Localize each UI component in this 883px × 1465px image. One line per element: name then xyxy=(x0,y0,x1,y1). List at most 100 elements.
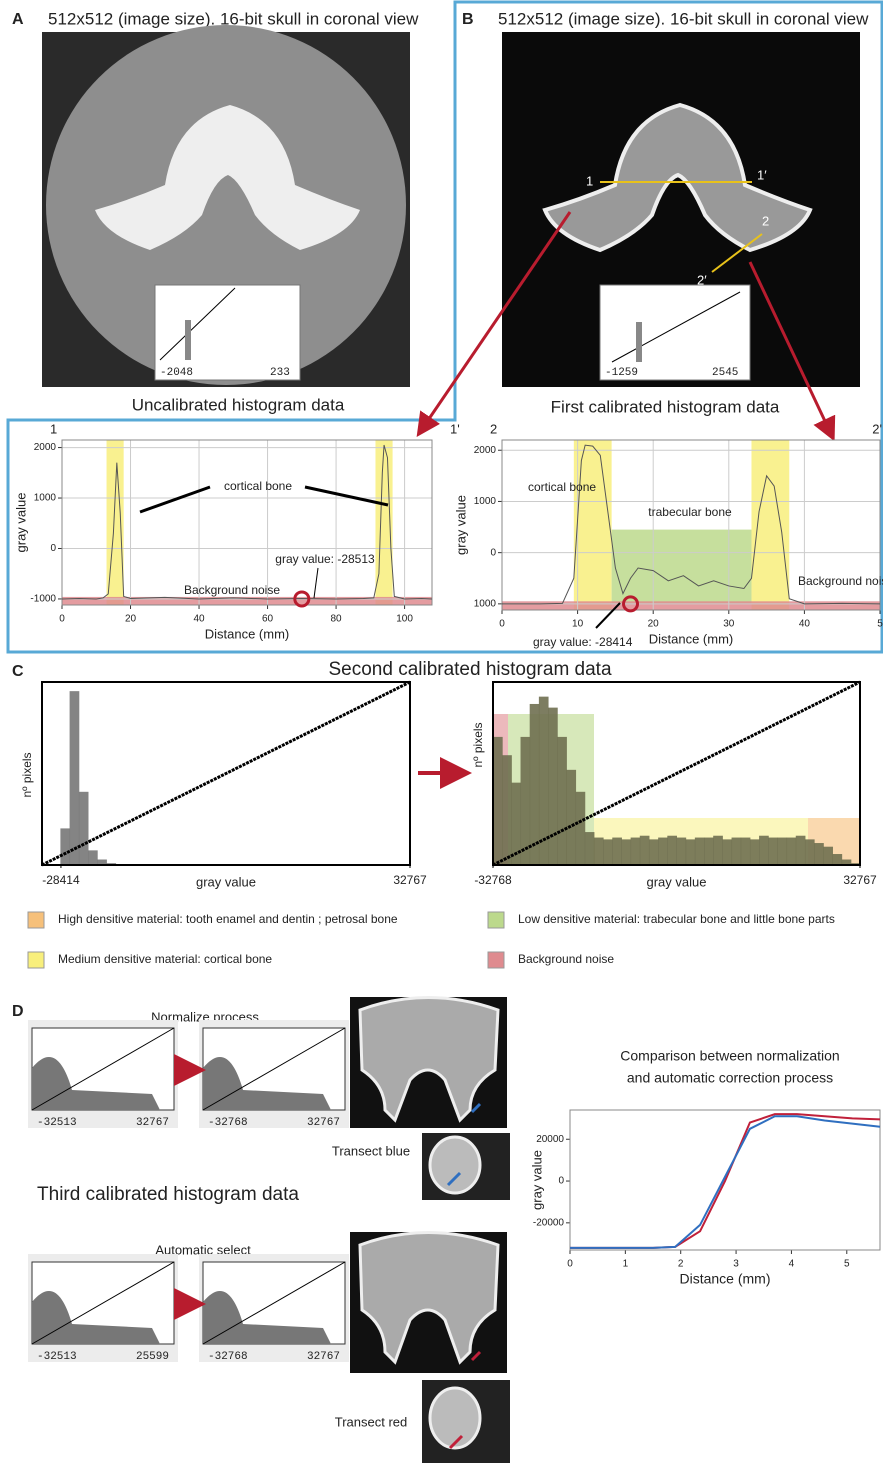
x-axis-label: Distance (mm) xyxy=(679,1271,770,1287)
y-axis-label: gray value xyxy=(453,495,468,555)
x-tick-label: 100 xyxy=(396,614,413,625)
caption: Uncalibrated histogram data xyxy=(132,395,345,414)
annotation: Background noise xyxy=(798,574,883,588)
legend-label: Medium densitive material: cortical bone xyxy=(58,952,272,966)
legend-swatch xyxy=(488,952,504,968)
x-tick-label: -32768 xyxy=(474,873,512,887)
inset-hist xyxy=(636,322,642,362)
hist-bar xyxy=(796,836,806,865)
hist-bar xyxy=(750,839,760,865)
y-tick-label: 1000 xyxy=(474,598,497,609)
y-tick-label: -1000 xyxy=(30,594,56,605)
legend-label: High densitive material: tooth enamel an… xyxy=(58,912,398,926)
y-tick-label: 0 xyxy=(50,543,56,554)
hist-bar xyxy=(576,792,586,865)
lut-line xyxy=(42,682,410,865)
transect-end: 1' xyxy=(450,421,460,436)
inset xyxy=(155,285,300,380)
annotation: trabecular bone xyxy=(648,505,732,519)
hist-bar xyxy=(713,836,723,865)
hist-bar xyxy=(704,838,714,865)
hist-bar xyxy=(667,836,677,865)
mini-hist-label: -32768 xyxy=(208,1117,248,1129)
hist-bar xyxy=(557,737,567,865)
y-tick-label: 0 xyxy=(558,1176,564,1187)
x-tick-label: 3 xyxy=(733,1259,739,1270)
x-tick-label: 32767 xyxy=(843,873,877,887)
chart-title: Comparison between normalization xyxy=(620,1048,839,1064)
panel-letter: A xyxy=(12,11,24,28)
hist-bar xyxy=(640,836,650,865)
hist-bar xyxy=(502,755,512,865)
hist-bar xyxy=(759,836,769,865)
caption: Third calibrated histogram data xyxy=(37,1184,299,1205)
mini-hist-label: 32767 xyxy=(136,1117,169,1129)
y-tick-label: 0 xyxy=(490,547,496,558)
hist-bar xyxy=(677,838,687,865)
x-tick-label: 32767 xyxy=(393,873,427,887)
label: Transect red xyxy=(335,1414,408,1429)
x-tick-label: 5 xyxy=(844,1259,850,1270)
panel-title: Second calibrated histogram data xyxy=(328,659,611,680)
label: Transect blue xyxy=(332,1143,410,1158)
x-axis-label: Distance (mm) xyxy=(205,626,290,641)
inset-label: 233 xyxy=(270,367,290,379)
caption: First calibrated histogram data xyxy=(551,397,780,416)
hist-bar xyxy=(814,843,824,865)
mini-hist-label: -32768 xyxy=(208,1351,248,1363)
inset-label: 2545 xyxy=(712,367,738,379)
y-tick-label: -20000 xyxy=(533,1217,565,1228)
hist-bar xyxy=(621,839,631,865)
hist-bar xyxy=(530,704,540,865)
hist-bar xyxy=(649,839,659,865)
region xyxy=(502,601,880,610)
x-tick-label: 0 xyxy=(499,619,505,630)
x-axis-label: gray value xyxy=(196,874,256,889)
x-tick-label: 4 xyxy=(789,1259,795,1270)
hist-bar xyxy=(805,839,815,865)
hist-bar xyxy=(768,838,778,865)
annotation: Background noise xyxy=(184,583,280,597)
x-tick-label: 30 xyxy=(723,619,735,630)
x-tick-label: 20 xyxy=(125,614,137,625)
hist-bar xyxy=(823,847,833,865)
mini-hist-label: 32767 xyxy=(307,1351,340,1363)
legend-label: Low densitive material: trabecular bone … xyxy=(518,912,835,926)
x-tick-label: -28414 xyxy=(42,873,80,887)
legend-swatch xyxy=(28,912,44,928)
x-axis-label: Distance (mm) xyxy=(649,631,734,646)
hist-bar xyxy=(631,838,641,865)
hist-bar xyxy=(658,838,668,865)
x-tick-label: 40 xyxy=(193,614,205,625)
hist-bar xyxy=(612,838,622,865)
annotation: cortical bone xyxy=(528,480,596,494)
transect-end: 2' xyxy=(872,421,882,436)
y-tick-label: 20000 xyxy=(536,1134,564,1145)
annotation: gray value: -28513 xyxy=(275,552,375,566)
x-tick-label: 40 xyxy=(799,619,811,630)
x-tick-label: 5 xyxy=(877,619,883,630)
y-tick-label: 2000 xyxy=(474,445,497,456)
mini-hist-label: -32513 xyxy=(37,1351,77,1363)
x-axis-label: gray value xyxy=(647,874,707,889)
inset-hist xyxy=(185,320,191,360)
panel-letter: D xyxy=(12,1003,24,1020)
hist-bar xyxy=(722,839,732,865)
x-tick-label: 80 xyxy=(331,614,343,625)
hist-bar xyxy=(777,838,787,865)
panel-title: 512x512 (image size). 16-bit skull in co… xyxy=(498,9,869,28)
panel-letter: B xyxy=(462,11,474,28)
y-axis-label: nº pixels xyxy=(471,722,485,767)
inset-label: -1259 xyxy=(605,367,638,379)
hist-bar xyxy=(79,792,89,865)
panel-letter: C xyxy=(12,663,24,680)
transect-end: 2 xyxy=(490,421,497,436)
annotation: gray value: -28414 xyxy=(533,635,633,649)
hist-bar xyxy=(493,737,503,865)
y-axis-label: gray value xyxy=(529,1150,544,1210)
inset-label: -2048 xyxy=(160,367,193,379)
mini-hist-label: 25599 xyxy=(136,1351,169,1363)
hist-bar xyxy=(686,839,696,865)
figure: A 512x512 (image size). 16-bit skull in … xyxy=(0,0,883,1465)
x-tick-label: 0 xyxy=(567,1259,573,1270)
